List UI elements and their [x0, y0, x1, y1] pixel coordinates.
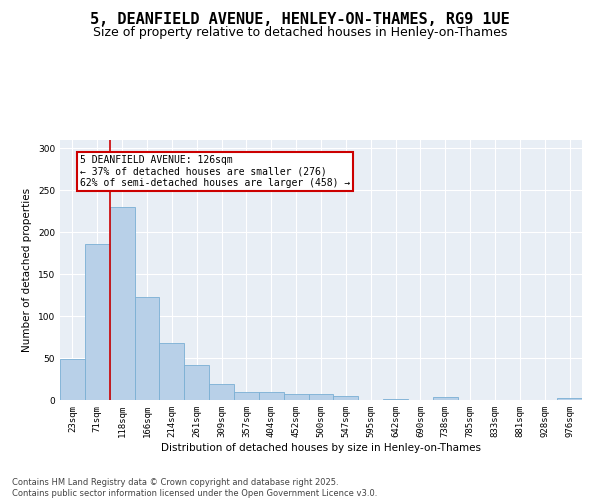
Bar	[259, 392, 284, 400]
Bar	[110, 207, 134, 400]
Bar	[383, 399, 408, 400]
Bar	[85, 244, 110, 400]
Bar	[184, 365, 209, 400]
Bar	[134, 297, 160, 400]
Bar	[60, 359, 85, 400]
Bar	[160, 343, 184, 400]
Text: Size of property relative to detached houses in Henley-on-Thames: Size of property relative to detached ho…	[93, 26, 507, 39]
Text: 5 DEANFIELD AVENUE: 126sqm
← 37% of detached houses are smaller (276)
62% of sem: 5 DEANFIELD AVENUE: 126sqm ← 37% of deta…	[80, 155, 350, 188]
Bar	[308, 394, 334, 400]
Bar	[234, 392, 259, 400]
Bar	[209, 384, 234, 400]
Bar	[557, 398, 582, 400]
Text: Contains HM Land Registry data © Crown copyright and database right 2025.
Contai: Contains HM Land Registry data © Crown c…	[12, 478, 377, 498]
Y-axis label: Number of detached properties: Number of detached properties	[22, 188, 32, 352]
Text: 5, DEANFIELD AVENUE, HENLEY-ON-THAMES, RG9 1UE: 5, DEANFIELD AVENUE, HENLEY-ON-THAMES, R…	[90, 12, 510, 28]
Bar	[433, 398, 458, 400]
X-axis label: Distribution of detached houses by size in Henley-on-Thames: Distribution of detached houses by size …	[161, 442, 481, 452]
Bar	[334, 396, 358, 400]
Bar	[284, 394, 308, 400]
